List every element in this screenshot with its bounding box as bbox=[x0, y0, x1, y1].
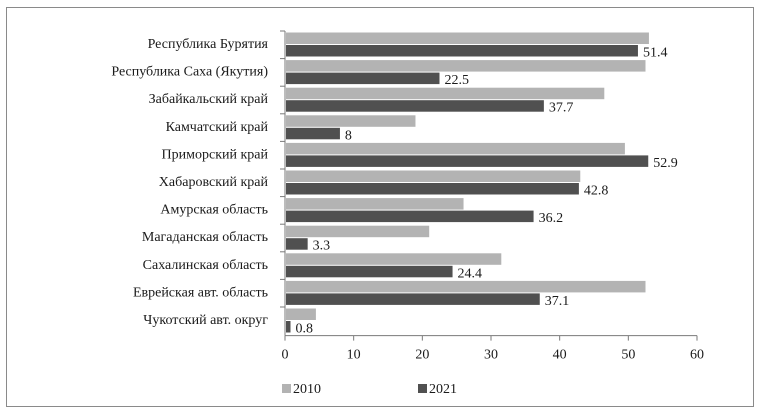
bar-2010 bbox=[286, 280, 646, 293]
x-tick-label: 0 bbox=[282, 348, 289, 363]
bar-2021 bbox=[286, 293, 540, 305]
x-tick-label: 20 bbox=[415, 348, 429, 363]
data-label-2021: 52.9 bbox=[653, 156, 678, 171]
data-label-2021: 3.3 bbox=[313, 239, 331, 254]
legend-label-2010: 2010 bbox=[293, 382, 321, 397]
category-label: Забайкальский край bbox=[149, 92, 269, 107]
bar-2010 bbox=[286, 60, 646, 72]
category-label: Еврейская авт. область bbox=[133, 285, 268, 300]
data-label-2021: 37.7 bbox=[549, 101, 574, 116]
bar-2021 bbox=[286, 100, 544, 112]
bar-2010 bbox=[286, 142, 625, 155]
bar-2010 bbox=[286, 115, 416, 127]
x-tick-label: 10 bbox=[347, 348, 361, 363]
data-label-2021: 51.4 bbox=[643, 46, 668, 61]
data-label-2021: 0.8 bbox=[295, 322, 313, 337]
category-label: Хабаровский край bbox=[159, 175, 269, 190]
bar-2021 bbox=[286, 72, 440, 85]
bar-2021 bbox=[286, 265, 453, 278]
data-label-2021: 36.2 bbox=[539, 211, 564, 226]
category-label: Приморский край bbox=[162, 147, 269, 162]
bar-2010 bbox=[286, 87, 605, 100]
x-tick-label: 50 bbox=[621, 348, 635, 363]
category-label: Чукотский авт. округ bbox=[143, 313, 268, 328]
bar-2010 bbox=[286, 225, 430, 238]
bar-2021 bbox=[286, 155, 649, 167]
data-label-2021: 42.8 bbox=[584, 184, 609, 199]
bar-2021 bbox=[286, 183, 579, 195]
bar-2021 bbox=[286, 45, 638, 57]
x-tick-label: 40 bbox=[553, 348, 567, 363]
legend-swatch-2010 bbox=[282, 384, 291, 393]
legend-label-2021: 2021 bbox=[429, 382, 457, 397]
bar-2010 bbox=[286, 308, 316, 320]
bar-2021 bbox=[286, 238, 308, 250]
category-label: Республика Бурятия bbox=[148, 37, 269, 52]
category-label: Амурская область bbox=[160, 203, 268, 218]
bar-2010 bbox=[286, 253, 502, 265]
data-label-2021: 24.4 bbox=[458, 266, 483, 281]
bar-2010 bbox=[286, 198, 464, 210]
category-label: Камчатский край bbox=[166, 120, 269, 135]
category-label: Сахалинская область bbox=[143, 258, 268, 273]
x-tick-label: 30 bbox=[484, 348, 498, 363]
bar-2021 bbox=[286, 321, 291, 333]
data-label-2021: 22.5 bbox=[445, 73, 470, 88]
bar-2010 bbox=[286, 170, 581, 182]
bar-2021 bbox=[286, 127, 340, 140]
category-label: Республика Саха (Якутия) bbox=[111, 65, 268, 80]
x-tick-label: 60 bbox=[690, 348, 704, 363]
bar-2021 bbox=[286, 210, 534, 223]
category-label: Магаданская область bbox=[142, 230, 268, 245]
data-label-2021: 8 bbox=[345, 128, 352, 143]
legend-swatch-2021 bbox=[418, 384, 427, 393]
bar-2010 bbox=[286, 32, 649, 44]
data-label-2021: 37.1 bbox=[545, 294, 570, 309]
